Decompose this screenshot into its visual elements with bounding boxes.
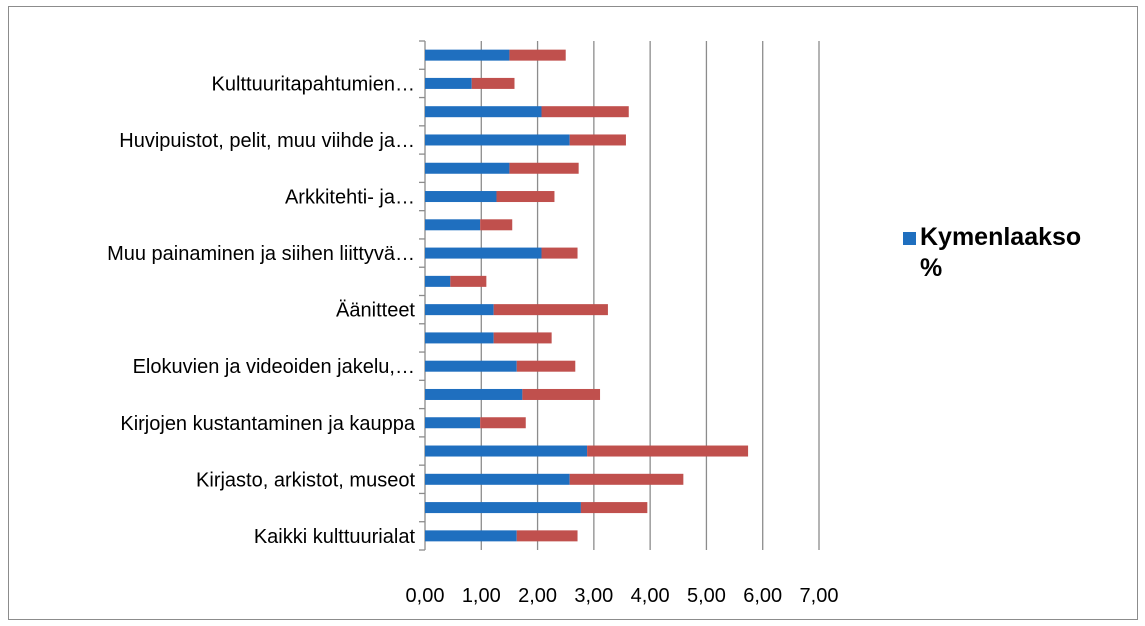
category-label: Kaikki kulttuurialat <box>254 526 416 548</box>
x-tick-label: 4,00 <box>631 585 670 607</box>
bar-series-2 <box>480 219 513 231</box>
x-tick-label: 5,00 <box>687 585 726 607</box>
bar-series-2 <box>587 445 749 457</box>
x-tick-label: 0,00 <box>406 585 445 607</box>
bar-series-1 <box>425 417 481 429</box>
category-label: Kirjojen kustantaminen ja kauppa <box>120 413 416 435</box>
bar-series-1 <box>425 530 517 542</box>
bar-series-2 <box>516 360 576 372</box>
bar-series-1 <box>425 388 523 400</box>
category-label: Huvipuistot, pelit, muu viihde ja… <box>119 130 415 152</box>
category-label: Kulttuuritapahtumien… <box>212 73 415 95</box>
bar-series-2 <box>496 191 555 203</box>
x-tick-labels: 0,00 1,00 2,00 3,00 4,00 5,00 6,00 7,00 <box>406 585 839 607</box>
bar-series-2 <box>509 162 579 174</box>
bar-series-2 <box>522 388 601 400</box>
x-tick-label: 1,00 <box>462 585 501 607</box>
bar-series-1 <box>425 247 542 259</box>
y-axis <box>419 40 426 551</box>
bar-series-1 <box>425 49 510 61</box>
bar-series-2 <box>541 106 629 118</box>
bar-series-1 <box>425 134 570 146</box>
bar-series-2 <box>509 49 566 61</box>
bar-series-1 <box>425 77 472 89</box>
bar-series-2 <box>580 502 648 514</box>
bar-series-2 <box>569 134 626 146</box>
bar-series-1 <box>425 162 510 174</box>
bar-series-1 <box>425 304 494 316</box>
bar-series-1 <box>425 219 481 231</box>
bar-series-2 <box>569 473 684 485</box>
bar-series-2 <box>471 77 515 89</box>
bar-series-1 <box>425 332 494 344</box>
bar-series-2 <box>516 530 578 542</box>
x-tick-label: 3,00 <box>574 585 613 607</box>
bar-series-2 <box>493 304 608 316</box>
bar-series-1 <box>425 473 570 485</box>
bar-series-1 <box>425 106 542 118</box>
bar-series-2 <box>480 417 526 429</box>
gridlines <box>480 41 820 550</box>
bar-series-2 <box>450 275 487 287</box>
bars <box>425 49 749 542</box>
bar-series-1 <box>425 360 517 372</box>
category-label: Muu painaminen ja siihen liittyvä… <box>107 243 415 265</box>
category-label: Arkkitehti- ja… <box>285 187 415 209</box>
bar-series-1 <box>425 275 451 287</box>
category-label: Kirjasto, arkistot, museot <box>196 469 415 491</box>
legend-swatch <box>903 232 916 245</box>
x-tick-label: 6,00 <box>743 585 782 607</box>
bar-series-1 <box>425 445 588 457</box>
legend-label: Kymenlaakso % <box>920 223 1082 282</box>
x-tick-label: 2,00 <box>518 585 557 607</box>
category-label: Elokuvien ja videoiden jakelu,… <box>133 356 415 378</box>
bar-series-2 <box>493 332 552 344</box>
bar-series-1 <box>425 191 497 203</box>
bar-series-1 <box>425 502 581 514</box>
bar-series-2 <box>541 247 578 259</box>
x-tick-label: 7,00 <box>800 585 839 607</box>
category-label: Äänitteet <box>336 300 415 322</box>
category-labels: Kulttuuritapahtumien… Huvipuistot, pelit,… <box>107 73 416 547</box>
